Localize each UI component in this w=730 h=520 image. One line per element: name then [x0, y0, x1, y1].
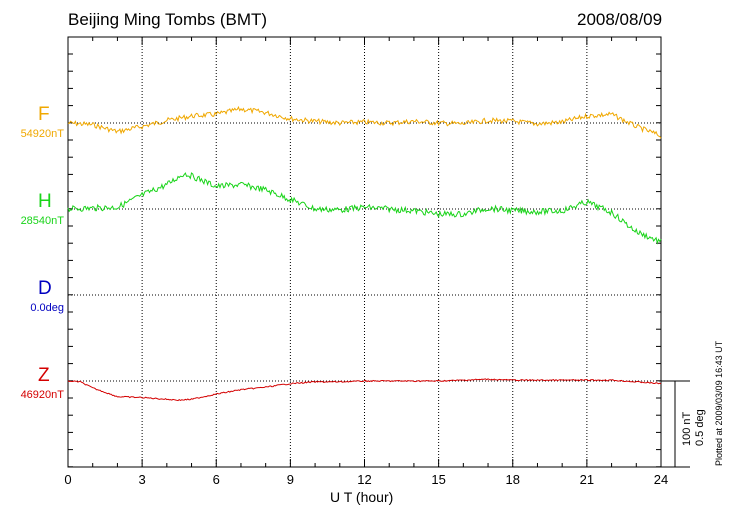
component-label-f: F — [38, 104, 50, 125]
x-tick-label: 24 — [654, 472, 668, 487]
scale-nt-label: 100 nT — [681, 411, 693, 446]
component-label-d: D — [38, 278, 52, 299]
plotted-timestamp: Plotted at 2009/03/09 16:43 UT — [714, 340, 724, 466]
x-tick-label: 12 — [357, 472, 371, 487]
component-label-z: Z — [38, 365, 50, 386]
x-tick-label: 6 — [213, 472, 220, 487]
baseline-label-z: 46920nT — [20, 389, 64, 401]
x-tick-label: 15 — [431, 472, 445, 487]
x-tick-label: 21 — [580, 472, 594, 487]
chart-title: Beijing Ming Tombs (BMT) — [68, 10, 268, 29]
x-tick-label: 9 — [287, 472, 294, 487]
chart-date: 2008/08/09 — [577, 10, 663, 29]
x-tick-label: 3 — [139, 472, 146, 487]
series-line-z — [67, 378, 662, 402]
x-tick-label: 0 — [64, 472, 71, 487]
component-label-h: H — [38, 191, 52, 212]
x-axis-label: U T (hour) — [330, 489, 394, 505]
baseline-label-d: 0.0deg — [30, 302, 64, 314]
scale-deg-label: 0.5 deg — [694, 409, 706, 446]
series-line-f — [67, 105, 662, 139]
series-line-h — [67, 172, 662, 245]
baseline-label-f: 54920nT — [20, 128, 64, 140]
baseline-label-h: 28540nT — [20, 215, 64, 227]
plot-frame — [67, 36, 662, 468]
x-tick-label: 18 — [506, 472, 520, 487]
